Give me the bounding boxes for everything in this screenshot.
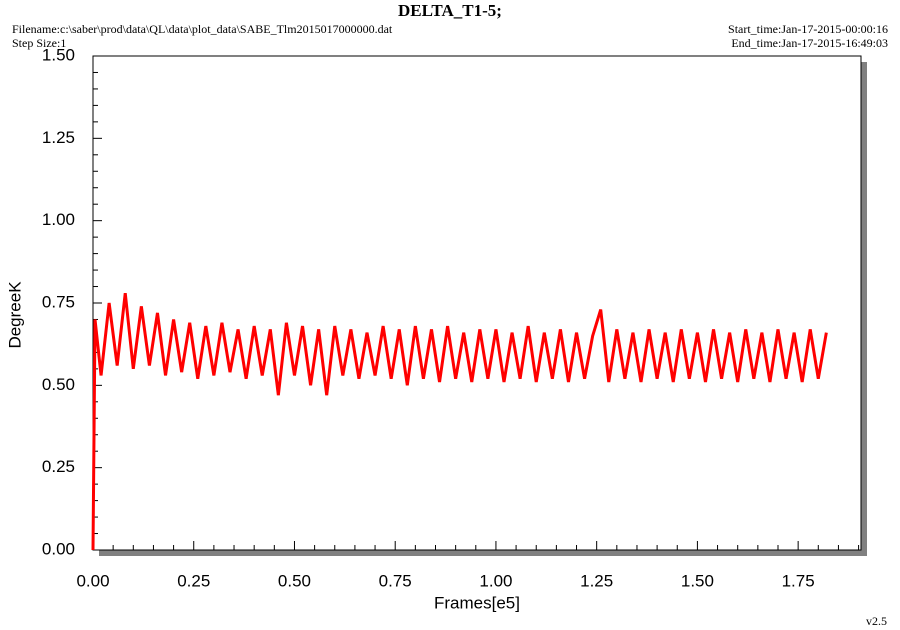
x-tick-label: 1.75 — [782, 571, 815, 590]
x-tick-label: 1.25 — [580, 571, 613, 590]
y-tick-label: 0.50 — [42, 375, 75, 394]
x-tick-label: 0.25 — [177, 571, 210, 590]
x-tick-label: 1.00 — [479, 571, 512, 590]
x-axis-label: Frames[e5] — [434, 593, 520, 612]
end-time: End_time:Jan-17-2015-16:49:03 — [731, 36, 888, 50]
y-tick-label: 0.25 — [42, 457, 75, 476]
data-line — [91, 292, 828, 551]
chart-title: DELTA_T1-5; — [398, 1, 502, 20]
version: v2.5 — [866, 614, 887, 628]
start-time: Start_time:Jan-17-2015-00:00:16 — [728, 22, 888, 36]
x-tick-label: 0.50 — [278, 571, 311, 590]
y-tick-label: 1.50 — [42, 45, 75, 64]
y-tick-label: 0.00 — [42, 539, 75, 558]
x-tick-label: 0.00 — [76, 571, 109, 590]
plot-area — [92, 55, 862, 551]
step-size: Step Size:1 — [12, 36, 66, 50]
y-axis-label: DegreeK — [5, 281, 24, 349]
y-tick-label: 0.75 — [42, 292, 75, 311]
x-tick-label: 1.50 — [681, 571, 714, 590]
x-tick-label: 0.75 — [379, 571, 412, 590]
filename: Filename:c:\saber\prod\data\QL\data\plot… — [12, 22, 393, 36]
y-tick-label: 1.00 — [42, 210, 75, 229]
y-tick-label: 1.25 — [42, 128, 75, 147]
